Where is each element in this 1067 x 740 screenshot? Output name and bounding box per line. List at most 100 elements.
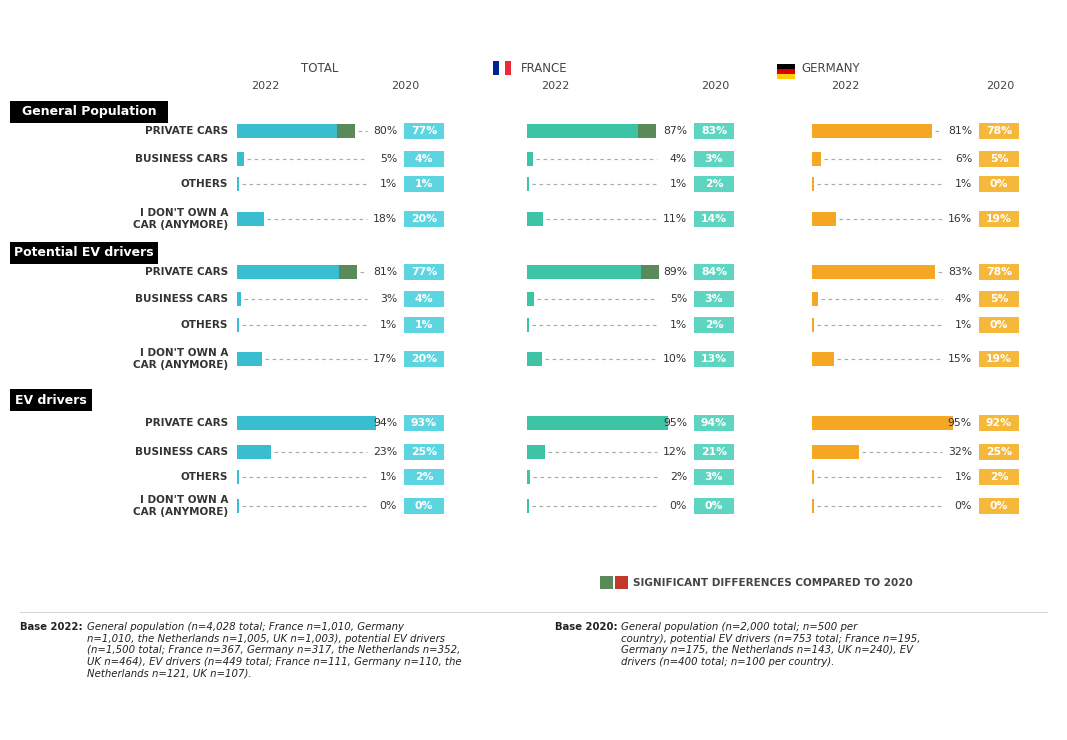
Bar [527,177,529,191]
Text: 83%: 83% [947,267,972,277]
Bar [694,351,734,367]
Bar [812,445,859,459]
Text: 1%: 1% [955,472,972,482]
Bar [640,265,658,279]
Bar [812,318,814,332]
Bar [980,317,1019,333]
Text: 25%: 25% [986,447,1013,457]
Text: 95%: 95% [663,418,687,428]
Text: General population (n=4,028 total; France n=1,010, Germany
n=1,010, the Netherla: General population (n=4,028 total; Franc… [87,622,462,679]
Text: 2%: 2% [704,179,723,189]
Text: PRIVATE CARS: PRIVATE CARS [145,418,228,428]
Bar [527,152,532,166]
Bar [694,415,734,431]
Text: FRANCE: FRANCE [521,61,568,75]
Text: 3%: 3% [704,294,723,304]
Text: 0%: 0% [955,501,972,511]
Text: 18%: 18% [372,214,397,224]
Bar [527,318,529,332]
Bar [694,176,734,192]
Text: 83%: 83% [701,126,727,136]
Text: 25%: 25% [411,447,437,457]
Text: 80%: 80% [372,126,397,136]
Text: 5%: 5% [380,154,397,164]
Text: I DON'T OWN A
CAR (ANYMORE): I DON'T OWN A CAR (ANYMORE) [133,208,228,230]
Bar [404,264,444,280]
Bar [404,291,444,307]
Bar [404,151,444,167]
Bar [527,416,668,430]
Bar [237,499,239,513]
Bar [404,176,444,192]
Bar [237,124,355,138]
Bar [404,211,444,227]
Bar [527,499,529,513]
Text: I DON'T OWN A
CAR (ANYMORE): I DON'T OWN A CAR (ANYMORE) [133,349,228,370]
Text: 2%: 2% [704,320,723,330]
Bar [493,61,499,75]
Bar [499,61,505,75]
Bar [980,264,1019,280]
Bar [527,352,542,366]
Text: 1%: 1% [380,179,397,189]
Text: BUSINESS CARS: BUSINESS CARS [136,154,228,164]
Text: 2020: 2020 [986,81,1014,91]
Text: 11%: 11% [663,214,687,224]
Text: Base 2020:: Base 2020: [555,622,618,632]
Text: 84%: 84% [701,267,727,277]
Text: 2022: 2022 [251,81,280,91]
Bar [404,351,444,367]
Text: Potential EV drivers: Potential EV drivers [14,246,154,260]
Text: 21%: 21% [701,447,727,457]
Text: General population (n=2,000 total; n=500 per
country), potential EV drivers (n=7: General population (n=2,000 total; n=500… [621,622,921,667]
Text: 95%: 95% [947,418,972,428]
Bar [527,124,656,138]
Text: 2022: 2022 [831,81,859,91]
Bar [404,498,444,514]
Text: OTHERS: OTHERS [180,179,228,189]
Bar [812,124,931,138]
Text: 2%: 2% [670,472,687,482]
Bar [980,469,1019,485]
Text: 5%: 5% [990,154,1008,164]
Bar [812,177,814,191]
Text: 20%: 20% [411,354,437,364]
Bar [694,151,734,167]
Bar [237,470,239,484]
Bar [694,317,734,333]
Bar [694,498,734,514]
Text: 5%: 5% [990,294,1008,304]
Text: I DON'T OWN A
CAR (ANYMORE): I DON'T OWN A CAR (ANYMORE) [133,495,228,517]
Bar [10,101,168,123]
Bar [694,444,734,460]
Bar [237,416,377,430]
Bar [237,265,356,279]
Text: OTHERS: OTHERS [180,472,228,482]
Text: 81%: 81% [372,267,397,277]
Bar [237,445,271,459]
Text: 1%: 1% [955,320,972,330]
Text: 87%: 87% [663,126,687,136]
Text: 4%: 4% [415,294,433,304]
Text: 0%: 0% [990,320,1008,330]
Text: 94%: 94% [701,418,727,428]
Bar [237,152,244,166]
Text: 78%: 78% [986,267,1013,277]
Bar [980,498,1019,514]
Bar [339,265,356,279]
Bar [980,291,1019,307]
Text: 0%: 0% [670,501,687,511]
Text: 6%: 6% [955,154,972,164]
Text: 89%: 89% [663,267,687,277]
Bar [237,352,262,366]
Text: TOTAL: TOTAL [301,61,338,75]
Text: 19%: 19% [986,214,1012,224]
Text: 1%: 1% [380,320,397,330]
Bar [615,576,628,589]
Text: 81%: 81% [947,126,972,136]
Text: 77%: 77% [411,126,437,136]
Bar [980,415,1019,431]
Text: 10%: 10% [663,354,687,364]
Bar [694,264,734,280]
Bar [638,124,656,138]
